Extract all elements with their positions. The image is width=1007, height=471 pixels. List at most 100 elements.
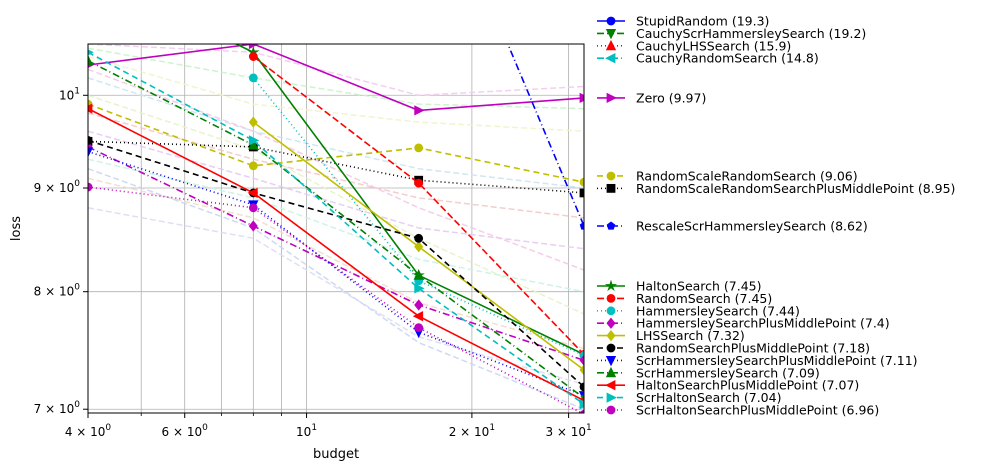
faint-line bbox=[88, 77, 584, 189]
legend-label: CauchyRandomSearch (14.8) bbox=[636, 51, 819, 66]
series-line bbox=[252, 55, 584, 355]
marker-circle bbox=[248, 52, 258, 61]
marker-triangle-up bbox=[605, 39, 617, 51]
marker-triangle-right bbox=[248, 44, 260, 50]
marker-circle bbox=[579, 409, 584, 413]
marker-triangle-up bbox=[605, 366, 617, 378]
faint-line bbox=[88, 112, 584, 219]
legend-item: ScrHaltonSearch (7.04) bbox=[597, 390, 781, 405]
marker-triangle-down bbox=[605, 28, 617, 40]
faint-line bbox=[88, 94, 584, 315]
faint-line bbox=[88, 207, 584, 386]
series-lines bbox=[88, 44, 584, 413]
marker-triangle-right bbox=[579, 92, 584, 104]
faint-line bbox=[88, 177, 584, 350]
marker-triangle-left bbox=[605, 380, 616, 391]
series-line bbox=[88, 51, 584, 405]
marker-triangle-right bbox=[606, 392, 617, 403]
legend-label: ScrHammersleySearchPlusMiddlePoint (7.11… bbox=[636, 353, 918, 368]
series-17 bbox=[88, 49, 584, 410]
y-axis-label: loss bbox=[9, 216, 24, 241]
marker-pentagon bbox=[579, 221, 584, 230]
marker-triangle-right bbox=[414, 105, 425, 116]
marker-diamond bbox=[248, 220, 258, 232]
tick-label: 7 × 100 bbox=[34, 400, 81, 416]
legend-label: LHSSearch (7.32) bbox=[636, 328, 745, 343]
series-line bbox=[88, 186, 584, 413]
legend-label: RescaleScrHammersleySearch (8.62) bbox=[636, 218, 868, 233]
legend-item: ScrHammersleySearchPlusMiddlePoint (7.11… bbox=[597, 353, 918, 368]
faint-line bbox=[88, 130, 584, 250]
series-line bbox=[88, 103, 584, 183]
marker-triangle-left bbox=[412, 311, 424, 322]
marker-circle bbox=[248, 203, 258, 213]
legend-label: StupidRandom (19.3) bbox=[636, 14, 769, 29]
marker-circle bbox=[606, 171, 616, 181]
legend-item: CauchyRandomSearch (14.8) bbox=[597, 51, 819, 66]
marker-circle bbox=[88, 182, 93, 192]
series-13 bbox=[88, 136, 584, 392]
series-15 bbox=[88, 54, 584, 403]
legend-label: ScrHaltonSearchPlusMiddlePoint (6.96) bbox=[636, 403, 879, 418]
marker-circle bbox=[414, 178, 424, 188]
marker-circle bbox=[606, 293, 616, 303]
tick-label: 101 bbox=[296, 423, 317, 439]
marker-circle bbox=[606, 306, 616, 316]
marker-triangle-right bbox=[248, 135, 260, 146]
legend-item: StupidRandom (19.3) bbox=[597, 14, 769, 29]
faint-line bbox=[88, 158, 584, 293]
marker-circle bbox=[414, 143, 424, 153]
marker-circle bbox=[579, 177, 584, 187]
series-line bbox=[88, 60, 584, 399]
legend-label: HaltonSearch (7.45) bbox=[636, 279, 762, 294]
marker-star bbox=[604, 279, 618, 292]
marker-square bbox=[606, 183, 616, 193]
legend-item: HammersleySearchPlusMiddlePoint (7.4) bbox=[597, 316, 890, 331]
legend-label: ScrHammersleySearch (7.09) bbox=[636, 365, 820, 380]
marker-circle bbox=[414, 233, 424, 243]
legend-item: ScrHaltonSearchPlusMiddlePoint (6.96) bbox=[597, 403, 879, 418]
marker-triangle-left bbox=[88, 103, 93, 114]
series-line bbox=[88, 146, 584, 362]
marker-triangle-down bbox=[88, 147, 94, 158]
marker-circle bbox=[606, 343, 616, 353]
x-axis-label: budget bbox=[313, 447, 359, 462]
tick-label: 3 × 101 bbox=[545, 423, 591, 439]
legend-item: HammersleySearch (7.44) bbox=[597, 303, 800, 318]
legend-label: Zero (9.97) bbox=[636, 90, 706, 105]
legend-label: RandomSearchPlusMiddlePoint (7.18) bbox=[636, 341, 870, 356]
tick-label: 101 bbox=[59, 86, 80, 102]
marker-circle bbox=[579, 382, 584, 392]
faint-line bbox=[88, 44, 584, 97]
marker-circle bbox=[248, 73, 258, 83]
marker-triangle-down bbox=[605, 355, 617, 367]
tick-label: 8 × 100 bbox=[34, 283, 81, 299]
marker-diamond bbox=[414, 241, 424, 253]
marker-triangle-up bbox=[88, 54, 94, 66]
legend-item: ScrHammersleySearch (7.09) bbox=[597, 365, 820, 380]
tick-label: 4 × 100 bbox=[65, 423, 112, 439]
marker-triangle-left bbox=[605, 53, 616, 64]
legend: StupidRandom (19.3)CauchyScrHammersleySe… bbox=[597, 14, 955, 418]
marker-triangle-left bbox=[247, 187, 258, 199]
marker-circle bbox=[88, 136, 93, 145]
legend-label: RandomScaleRandomSearch (9.06) bbox=[636, 168, 858, 183]
legend-item: RandomScaleRandomSearchPlusMiddlePoint (… bbox=[597, 181, 955, 196]
marker-circle bbox=[606, 16, 616, 26]
marker-triangle-right bbox=[414, 283, 425, 294]
marker-triangle-up bbox=[248, 139, 259, 150]
marker-circle bbox=[606, 405, 616, 415]
legend-item: CauchyScrHammersleySearch (19.2) bbox=[597, 26, 866, 41]
legend-label: HammersleySearch (7.44) bbox=[636, 303, 800, 318]
plot-frame bbox=[87, 43, 585, 414]
series-14 bbox=[88, 147, 584, 402]
legend-item: HaltonSearchPlusMiddlePoint (7.07) bbox=[597, 378, 859, 393]
series-12 bbox=[248, 116, 584, 376]
marker-diamond bbox=[606, 317, 616, 329]
legend-label: CauchyLHSSearch (15.9) bbox=[636, 38, 791, 53]
legend-item: LHSSearch (7.32) bbox=[597, 328, 745, 343]
tick-label: 9 × 100 bbox=[34, 179, 81, 195]
legend-label: HaltonSearchPlusMiddlePoint (7.07) bbox=[636, 378, 859, 393]
axis-ticks: 4 × 100 6 × 100 101 2 × 101 3 × 101 7 × 100 8 … bbox=[34, 86, 592, 439]
